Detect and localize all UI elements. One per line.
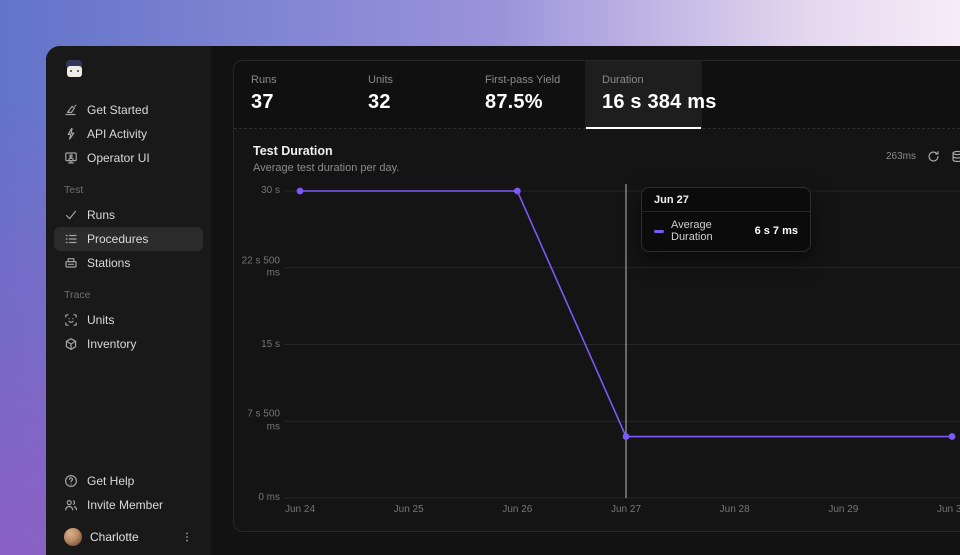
tooltip-date: Jun 27: [642, 188, 810, 212]
x-axis-tick-label: Jun 29: [828, 504, 859, 515]
duration-line-series: [300, 190, 952, 438]
x-axis-tick-label: Jun 25: [393, 504, 424, 515]
sidebar-item-units[interactable]: Units: [54, 308, 203, 332]
y-axis-tick-label: 30 s: [261, 184, 280, 196]
series-color-swatch: [654, 229, 664, 233]
sidebar-item-label: API Activity: [87, 127, 148, 141]
user-menu[interactable]: Charlotte: [54, 525, 203, 549]
app-window: Get Started API Activity Operator UI Tes…: [46, 46, 960, 555]
box-icon: [64, 337, 78, 351]
scan-icon: [64, 313, 78, 327]
sidebar-item-label: Operator UI: [87, 151, 150, 165]
dots-vertical-icon[interactable]: [181, 531, 193, 543]
user-plus-icon: [64, 498, 78, 512]
chart-section: Test Duration Average test duration per …: [234, 129, 960, 531]
y-axis-tick-label: 0 ms: [258, 491, 280, 503]
tooltip-series-name: Average Duration: [671, 219, 713, 243]
check-icon: [64, 208, 78, 222]
list-icon: [64, 232, 78, 246]
stat-tab-first-pass-yield[interactable]: First-pass Yield 87.5%: [485, 74, 561, 113]
user-name: Charlotte: [90, 530, 139, 544]
sidebar-item-procedures[interactable]: Procedures: [54, 227, 203, 251]
refresh-icon[interactable]: [927, 150, 940, 163]
stat-tab-units[interactable]: Units 32: [368, 74, 394, 113]
sidebar-item-api-activity[interactable]: API Activity: [54, 122, 203, 146]
station-icon: [64, 256, 78, 270]
sidebar-item-label: Stations: [87, 256, 131, 270]
data-point[interactable]: [948, 433, 956, 440]
zap-icon: [64, 127, 78, 141]
x-axis-tick-label: Jun 28: [719, 504, 750, 515]
sidebar-item-invite-member[interactable]: Invite Member: [54, 493, 203, 517]
data-point[interactable]: [296, 187, 304, 195]
sidebar-item-label: Get Help: [87, 474, 135, 488]
sidebar: Get Started API Activity Operator UI Tes…: [46, 46, 211, 555]
main-content: Runs 37 Units 32 First-pass Yield 87.5% …: [211, 46, 960, 555]
x-axis-tick-label: Jun 24: [284, 504, 316, 515]
avatar: [64, 528, 82, 546]
sidebar-section-trace: Trace: [64, 289, 91, 301]
sidebar-item-get-help[interactable]: Get Help: [54, 469, 203, 493]
line-chart: 0 ms 7 s 500 ms 15 s 22 s 500 ms 30 s Jun 24…: [234, 171, 960, 523]
sidebar-item-label: Invite Member: [87, 498, 164, 512]
stats-tabs: Runs 37 Units 32 First-pass Yield 87.5% …: [234, 61, 960, 129]
sidebar-item-runs[interactable]: Runs: [54, 203, 203, 227]
chart-header: Test Duration Average test duration per …: [234, 129, 960, 174]
app-logo-icon: [64, 60, 84, 80]
sidebar-item-label: Get Started: [87, 103, 149, 117]
y-axis-tick-label: 15 s: [261, 338, 280, 350]
database-icon[interactable]: [951, 150, 960, 163]
stat-tab-duration[interactable]: Duration 16 s 384 ms: [585, 61, 716, 129]
wave-hand-icon: [64, 103, 78, 117]
sidebar-item-label: Procedures: [87, 232, 149, 246]
sidebar-item-inventory[interactable]: Inventory: [54, 332, 203, 356]
tooltip-value: 6 s 7 ms: [754, 225, 798, 237]
sidebar-item-label: Units: [87, 313, 115, 327]
sidebar-section-test: Test: [64, 184, 84, 196]
y-axis-tick-label: 22 s 500 ms: [241, 255, 280, 279]
x-axis-tick-label: Jun 26: [502, 504, 533, 515]
query-time: 263ms: [886, 151, 917, 162]
procedure-detail-card: Runs 37 Units 32 First-pass Yield 87.5% …: [233, 60, 960, 532]
chart-tooltip: Jun 27 Average Duration 6 s 7 ms: [641, 187, 811, 252]
plot-canvas: [284, 184, 960, 499]
chart-toolbar: 263ms: [886, 150, 960, 163]
y-axis-tick-label: 7 s 500 ms: [247, 408, 280, 433]
data-point[interactable]: [622, 433, 630, 440]
operator-screen-icon: [64, 151, 78, 165]
help-circle-icon: [64, 474, 78, 488]
sidebar-item-label: Inventory: [87, 337, 137, 351]
sidebar-item-label: Runs: [87, 208, 116, 222]
stat-tab-runs[interactable]: Runs 37: [251, 74, 277, 113]
chart-subtitle: Average test duration per day.: [253, 162, 400, 174]
sidebar-item-operator-ui[interactable]: Operator UI: [54, 146, 203, 170]
sidebar-item-get-started[interactable]: Get Started: [54, 98, 203, 122]
chart-title: Test Duration: [253, 144, 333, 158]
x-axis-tick-label: Jun 30: [936, 504, 960, 515]
sidebar-item-stations[interactable]: Stations: [54, 251, 203, 275]
x-axis-tick-label: Jun 27: [610, 504, 642, 515]
data-point[interactable]: [513, 187, 521, 195]
